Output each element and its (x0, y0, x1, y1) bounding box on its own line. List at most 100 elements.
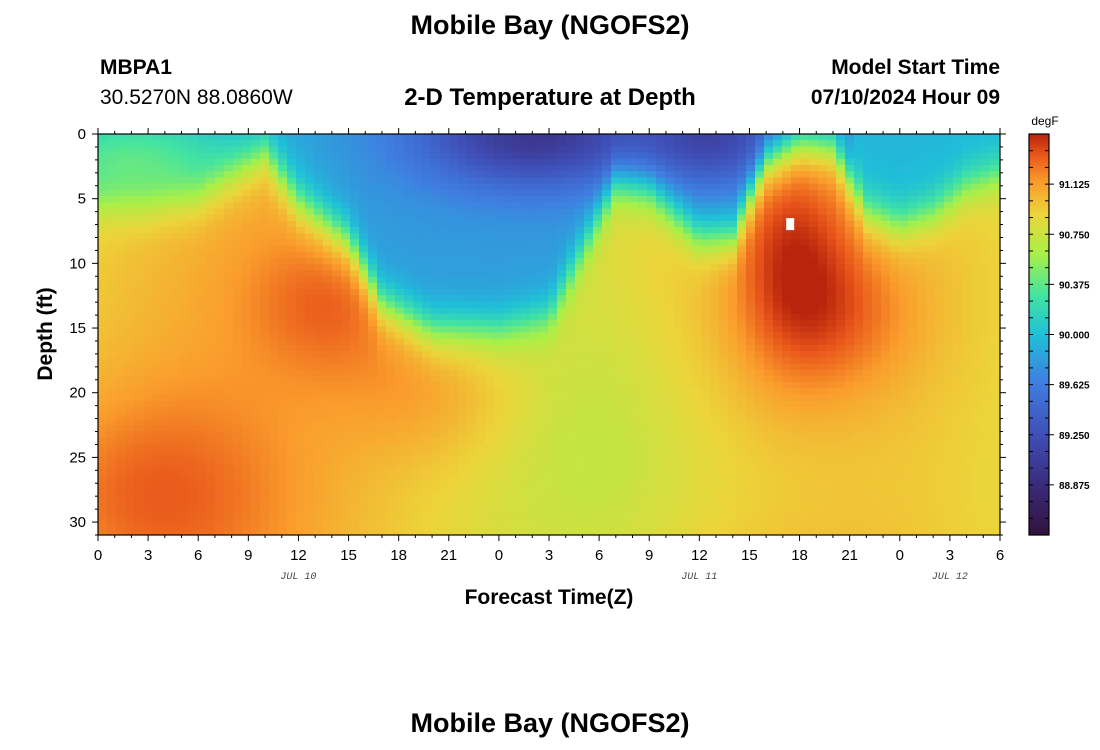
heatmap-cell (206, 258, 216, 265)
heatmap-cell (782, 208, 792, 216)
heatmap-cell (719, 307, 729, 315)
heatmap-cell (692, 351, 702, 358)
heatmap-cell (602, 295, 612, 302)
heatmap-cell (287, 177, 297, 185)
heatmap-cell (350, 462, 360, 470)
heatmap-cell (620, 165, 630, 172)
heatmap-cell (440, 524, 450, 532)
heatmap-cell (197, 177, 207, 185)
heatmap-cell (539, 468, 549, 476)
heatmap-cell (575, 140, 585, 147)
heatmap-cell (287, 394, 297, 402)
heatmap-cell (341, 437, 351, 445)
heatmap-cell (233, 413, 243, 420)
heatmap-cell (476, 307, 486, 315)
heatmap-cell (611, 499, 621, 507)
heatmap-cell (440, 518, 450, 526)
heatmap-cell (314, 530, 324, 535)
heatmap-cell (512, 233, 522, 240)
heatmap-cell (539, 375, 549, 383)
heatmap-cell (683, 171, 693, 178)
heatmap-cell (737, 437, 747, 445)
heatmap-cell (755, 357, 765, 364)
heatmap-cell (647, 270, 657, 278)
heatmap-cell (107, 295, 117, 302)
heatmap-cell (341, 313, 351, 321)
heatmap-cell (485, 493, 495, 501)
heatmap-cell (647, 245, 657, 253)
heatmap-cell (368, 413, 378, 420)
heatmap-cell (278, 394, 288, 402)
heatmap-cell (314, 196, 324, 203)
heatmap-cell (440, 425, 450, 433)
heatmap-cell (611, 444, 621, 451)
heatmap-cell (413, 251, 423, 259)
heatmap-cell (260, 270, 270, 278)
heatmap-cell (737, 227, 747, 234)
heatmap-cell (260, 524, 270, 532)
heatmap-cell (314, 394, 324, 402)
heatmap-cell (494, 140, 504, 147)
heatmap-cell (269, 214, 279, 222)
heatmap-cell (278, 189, 288, 197)
heatmap-cell (179, 301, 189, 309)
heatmap-cell (665, 239, 675, 247)
heatmap-cell (539, 437, 549, 445)
heatmap-cell (206, 481, 216, 488)
heatmap-cell (584, 524, 594, 532)
heatmap-cell (260, 177, 270, 185)
heatmap-cell (206, 165, 216, 172)
heatmap-cell (548, 165, 558, 172)
heatmap-cell (386, 388, 396, 395)
heatmap-cell (755, 258, 765, 265)
heatmap-cell (701, 251, 711, 259)
heatmap-cell (440, 382, 450, 389)
heatmap-cell (458, 530, 468, 535)
heatmap-cell (539, 419, 549, 426)
heatmap-cell (728, 220, 738, 228)
heatmap-cell (494, 382, 504, 389)
heatmap-cell (368, 530, 378, 535)
heatmap-cell (683, 462, 693, 470)
heatmap-cell (647, 524, 657, 532)
heatmap-cell (251, 400, 261, 408)
heatmap-cell (332, 375, 342, 383)
heatmap-cell (242, 289, 252, 296)
heatmap-cell (233, 425, 243, 433)
heatmap-cell (170, 214, 180, 222)
heatmap-cell (593, 227, 603, 234)
heatmap-cell (134, 165, 144, 172)
heatmap-cell (755, 202, 765, 209)
heatmap-cell (224, 357, 234, 364)
heatmap-cell (440, 171, 450, 178)
heatmap-cell (278, 214, 288, 222)
heatmap-cell (458, 487, 468, 495)
heatmap-cell (611, 506, 621, 513)
heatmap-cell (197, 313, 207, 321)
heatmap-cell (503, 332, 513, 340)
heatmap-cell (251, 351, 261, 358)
heatmap-cell (449, 444, 459, 451)
heatmap-cell (170, 196, 180, 203)
heatmap-cell (656, 165, 666, 172)
heatmap-cell (431, 196, 441, 203)
heatmap-cell (710, 295, 720, 302)
heatmap-cell (692, 493, 702, 501)
heatmap-cell (773, 357, 783, 364)
heatmap-cell (683, 493, 693, 501)
heatmap-cell (143, 456, 153, 464)
heatmap-cell (170, 245, 180, 253)
heatmap-cell (161, 227, 171, 234)
heatmap-cell (395, 450, 405, 457)
heatmap-cell (638, 177, 648, 185)
heatmap-cell (620, 158, 630, 166)
heatmap-cell (161, 140, 171, 147)
heatmap-cell (629, 326, 639, 333)
heatmap-cell (242, 295, 252, 302)
heatmap-cell (134, 394, 144, 402)
heatmap-cell (431, 134, 441, 141)
heatmap-cell (737, 313, 747, 321)
heatmap-cell (305, 344, 315, 352)
heatmap-cell (620, 456, 630, 464)
heatmap-cell (296, 530, 306, 535)
